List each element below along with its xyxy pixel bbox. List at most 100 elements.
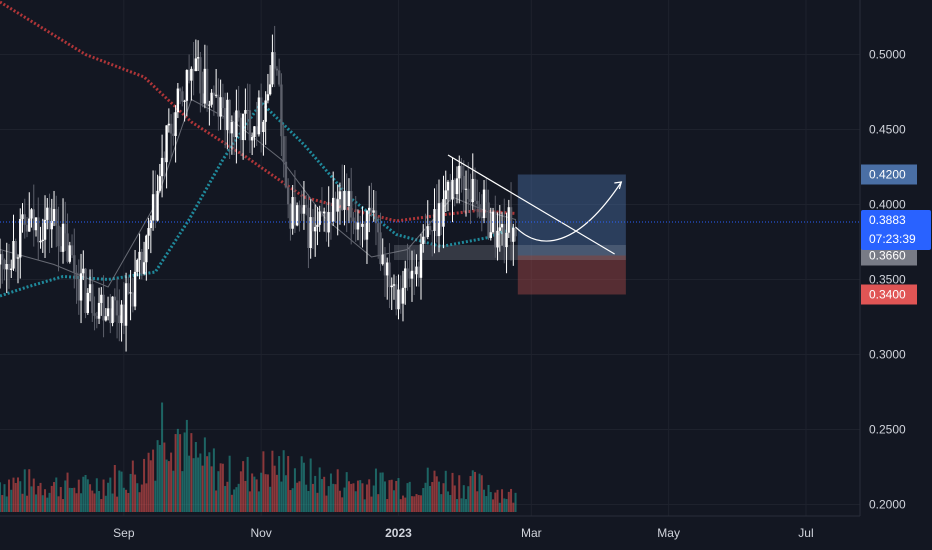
volume-bar [510,488,513,512]
candle-body [3,259,6,270]
candle-body [61,223,65,252]
candle-body [460,165,463,176]
price-tick-label: 0.4000 [869,198,906,212]
volume-bar [293,468,296,512]
volume-bar [185,419,188,512]
candle-body [23,214,26,225]
trendline[interactable] [447,154,615,255]
candle-body [199,57,202,94]
candle-body [482,189,486,219]
candle-body [462,175,465,190]
volume-bar [471,470,474,512]
candle-body [93,313,96,316]
volume-bars [0,402,517,512]
volume-bar [417,495,420,512]
volume-bar [86,479,89,512]
candle-body [295,205,299,226]
volume-bar [8,479,11,512]
candle-body [208,104,211,106]
candle-body [286,187,290,205]
volume-bar [208,452,211,512]
candle-body [190,68,193,81]
volume-bar [431,482,434,512]
drawing-tools[interactable] [0,154,860,255]
candle-body [174,112,177,136]
volume-bar [100,499,103,512]
support-zone[interactable] [393,245,626,260]
moving-average-slow [0,0,516,223]
candle-body [498,227,501,231]
candle-body [280,84,283,137]
position-tool[interactable] [393,174,626,295]
volume-bar [37,485,40,512]
volume-bar [215,490,218,512]
volume-bar [334,484,337,512]
candle-body [64,223,67,234]
candle-body [383,254,387,276]
candle-body [255,126,258,135]
volume-bar [271,450,274,512]
volume-bar [311,483,314,512]
candle-body [194,58,198,72]
candle-body [419,244,423,278]
volume-bar [104,495,107,512]
volume-bar [345,472,348,512]
candle-body [0,254,2,265]
candle-body [320,211,324,214]
volume-bar [71,487,74,512]
volume-bar [278,456,281,512]
volume-bar [406,483,409,512]
volume-bar [296,482,299,512]
candle-body [275,68,279,71]
candle-body [46,207,49,220]
volume-bar [453,485,456,512]
volume-bar [429,485,431,512]
candle-body [82,268,85,274]
volume-bar [95,478,98,512]
candle-body [336,199,339,212]
candle-body [494,211,497,248]
projection-arrowhead[interactable] [614,181,623,190]
position-profit-zone[interactable] [517,174,626,256]
volume-bar [327,486,330,512]
candle-body [201,93,204,104]
projection-curve[interactable] [515,181,622,242]
volume-bar [188,455,191,512]
candle-body [395,284,398,310]
volume-bar [275,474,278,512]
candle-body [435,209,438,237]
candle-body [343,191,346,210]
volume-bar [203,437,206,512]
candle-body [1,254,4,260]
candle-body [111,296,114,324]
target-price-label-bg [861,164,917,185]
volume-bar [68,487,71,512]
volume-bar [458,475,461,512]
candle-body [363,223,366,240]
candle-body [88,284,92,293]
candle-body [127,283,130,294]
candle-body [505,232,508,248]
volume-bar [496,489,499,512]
candle-body [433,209,436,231]
volume-bar [192,458,195,512]
volume-bar [66,472,69,512]
position-loss-zone[interactable] [517,255,626,295]
bar-countdown-label: 07:23:39 [869,232,916,246]
volume-bar [129,473,132,512]
volume-bar [3,484,6,512]
candle-body [451,179,454,200]
volume-bar [309,458,312,512]
candle-body [232,122,236,138]
volume-bar [163,442,166,512]
volume-bar [244,480,247,512]
volume-bar [147,452,150,512]
volume-bar [467,486,470,512]
price-tick-label: 0.4500 [869,123,906,137]
volume-bar [170,452,173,512]
candle-body [187,70,191,81]
volume-bar [113,465,116,512]
volume-bar [320,479,323,512]
